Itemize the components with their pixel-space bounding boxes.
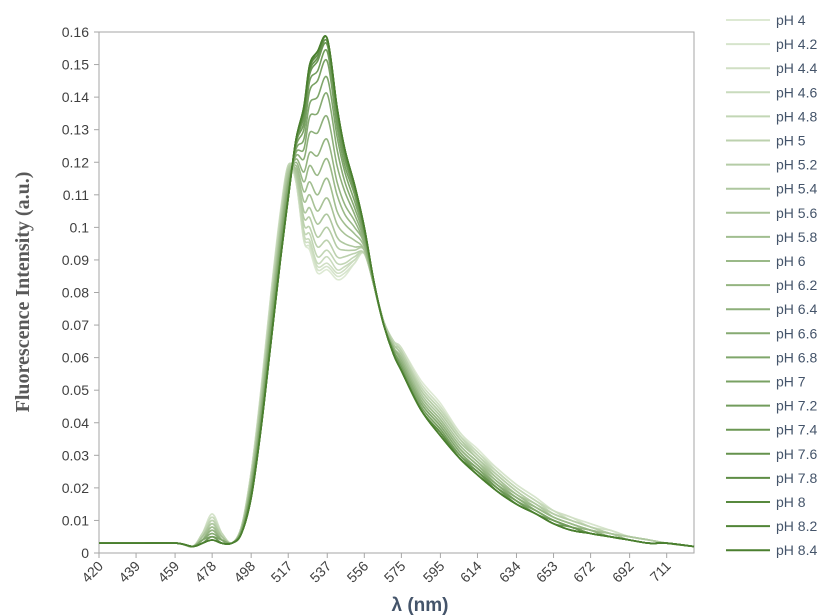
x-tick-label: 595 xyxy=(420,558,448,586)
y-tick-label: 0.01 xyxy=(62,512,89,528)
legend-label: pH 7.2 xyxy=(776,398,817,414)
legend-label: pH 4.8 xyxy=(776,108,817,124)
x-tick-label: 537 xyxy=(307,558,335,586)
legend-label: pH 5 xyxy=(776,133,806,149)
x-tick-label: 575 xyxy=(381,558,409,586)
legend-label: pH 8.4 xyxy=(776,542,817,558)
legend-label: pH 6.4 xyxy=(776,301,817,317)
y-axis-ticks: 0 0.01 0.02 0.03 0.04 0.05 0.06 0.07 0.08 0.09 0.1… xyxy=(62,24,99,561)
x-tick-label: 517 xyxy=(268,558,296,586)
y-tick-label: 0.13 xyxy=(62,122,89,138)
legend-label: pH 5.2 xyxy=(776,157,817,173)
y-tick-label: 0.11 xyxy=(63,187,89,203)
legend-label: pH 7.4 xyxy=(776,422,817,438)
x-tick-label: 459 xyxy=(154,558,182,586)
plot-area xyxy=(98,31,695,554)
series-lines xyxy=(99,35,695,548)
x-tick-label: 556 xyxy=(344,558,372,586)
legend-label: pH 5.8 xyxy=(776,229,817,245)
x-tick-label: 478 xyxy=(191,558,219,586)
legend-label: pH 6.2 xyxy=(776,277,817,293)
x-tick-label: 420 xyxy=(78,558,106,586)
y-tick-label: 0.07 xyxy=(62,317,89,333)
y-tick-label: 0 xyxy=(81,545,89,561)
y-tick-label: 0.08 xyxy=(62,285,89,301)
series-line-ph-8_4 xyxy=(99,35,695,548)
x-tick-label: 634 xyxy=(496,558,524,586)
legend-label: pH 7.8 xyxy=(776,470,817,486)
legend-label: pH 8.2 xyxy=(776,518,817,534)
legend-label: pH 4.4 xyxy=(776,60,817,76)
y-tick-label: 0.16 xyxy=(62,24,89,40)
legend-label: pH 7.6 xyxy=(776,446,817,462)
x-tick-label: 614 xyxy=(457,558,485,586)
x-axis-ticks: 420 439 459 478 498 517 537 556 575 595 614 634 653 6… xyxy=(78,553,674,586)
x-axis-label: λ (nm) xyxy=(392,595,449,616)
x-tick-label: 692 xyxy=(609,558,637,586)
x-tick-label: 498 xyxy=(230,558,258,586)
y-tick-label: 0.06 xyxy=(62,350,89,366)
legend-label: pH 5.6 xyxy=(776,205,817,221)
y-tick-label: 0.04 xyxy=(62,415,89,431)
y-tick-label: 0.12 xyxy=(62,154,89,170)
y-axis-label: Fluorescence Intensity (a.u.) xyxy=(12,172,34,413)
legend-label: pH 6.8 xyxy=(776,349,817,365)
legend-label: pH 6.6 xyxy=(776,325,817,341)
legend-label: pH 6 xyxy=(776,253,806,269)
legend-label: pH 5.4 xyxy=(776,181,817,197)
x-tick-label: 439 xyxy=(115,558,143,586)
y-tick-label: 0.02 xyxy=(62,480,89,496)
legend-label: pH 4 xyxy=(776,12,806,28)
y-tick-label: 0.03 xyxy=(62,447,89,463)
legend-label: pH 8 xyxy=(776,494,806,510)
y-tick-label: 0.15 xyxy=(62,57,89,73)
y-tick-label: 0.1 xyxy=(70,219,90,235)
x-tick-label: 672 xyxy=(570,558,598,586)
y-tick-label: 0.14 xyxy=(62,89,89,105)
x-tick-label: 711 xyxy=(647,558,674,585)
y-tick-label: 0.05 xyxy=(62,382,89,398)
x-tick-label: 653 xyxy=(533,558,561,586)
y-tick-label: 0.09 xyxy=(62,252,89,268)
legend: pH 4 pH 4.2 pH 4.4 pH 4.6 pH 4.8 pH 5 pH 5.2 pH… xyxy=(726,12,817,558)
legend-label: pH 4.2 xyxy=(776,36,817,52)
legend-label: pH 4.6 xyxy=(776,84,817,100)
legend-label: pH 7 xyxy=(776,374,806,390)
